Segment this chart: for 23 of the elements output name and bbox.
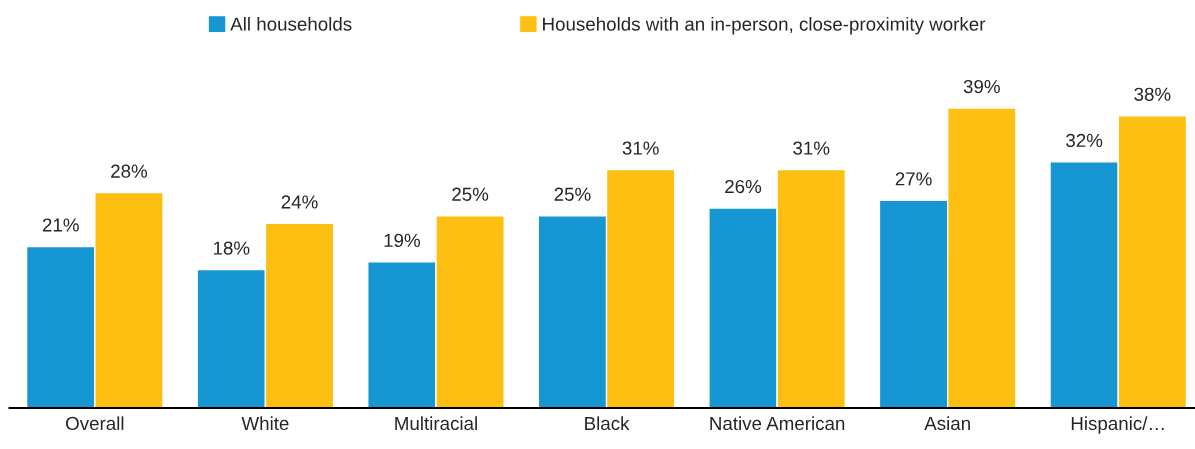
data-label: 38% — [1134, 87, 1171, 101]
data-label: 39% — [963, 79, 1000, 94]
legend-label: All households — [230, 16, 352, 31]
legend-label: Households with an in-person, close-proximity worker — [543, 16, 986, 35]
x-tick-label: Black — [585, 416, 630, 431]
data-label: 32% — [1066, 133, 1103, 148]
data-label: 27% — [895, 172, 932, 186]
data-label: 31% — [622, 141, 659, 155]
data-label: 25% — [554, 187, 591, 201]
x-tick-label: White — [241, 416, 289, 431]
x-tick-label: Asian — [924, 416, 970, 431]
data-label: 26% — [725, 179, 762, 194]
data-label: 31% — [793, 141, 830, 155]
data-label: 24% — [281, 195, 318, 209]
data-label: 25% — [452, 187, 489, 201]
data-label: 18% — [213, 241, 250, 255]
x-tick-label: Multiracial — [395, 416, 477, 431]
x-tick-label: Hispanic/… — [1071, 416, 1164, 434]
data-label: 28% — [111, 164, 148, 178]
x-tick-label: Overall — [66, 416, 124, 431]
data-label: 19% — [384, 233, 420, 248]
x-tick-label: Native American — [710, 416, 845, 431]
data-label: 21% — [42, 218, 79, 232]
